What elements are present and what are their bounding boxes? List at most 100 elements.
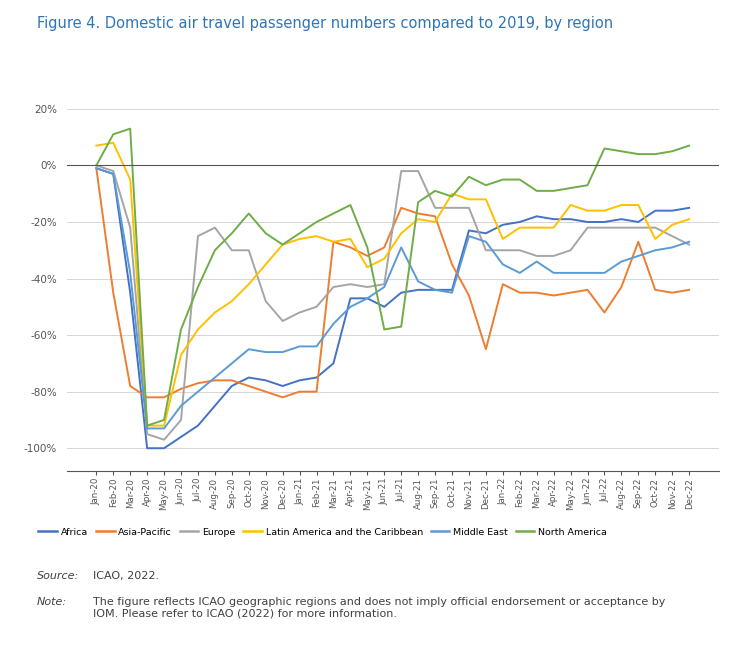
Latin America and the Caribbean	[482, 195, 491, 203]
Europe	[126, 224, 135, 232]
North America	[482, 181, 491, 189]
North America	[245, 210, 253, 217]
Middle East	[143, 424, 152, 432]
Europe	[549, 252, 558, 260]
Asia-Pacific	[312, 388, 321, 395]
North America	[109, 130, 118, 138]
North America	[617, 148, 626, 155]
Africa	[346, 295, 355, 303]
Africa	[685, 204, 694, 212]
Line: Asia-Pacific: Asia-Pacific	[96, 168, 689, 397]
Europe	[92, 161, 101, 169]
Africa	[634, 218, 642, 226]
North America	[413, 198, 422, 206]
Asia-Pacific	[346, 244, 355, 252]
North America	[143, 422, 152, 430]
Middle East	[396, 244, 405, 252]
Asia-Pacific	[262, 388, 270, 395]
Africa	[668, 207, 677, 215]
Asia-Pacific	[465, 292, 473, 299]
Africa	[515, 218, 524, 226]
Latin America and the Caribbean	[685, 215, 694, 223]
Latin America and the Caribbean	[193, 326, 202, 333]
North America	[532, 187, 541, 195]
Africa	[617, 215, 626, 223]
Europe	[312, 303, 321, 311]
Latin America and the Caribbean	[634, 201, 642, 209]
Asia-Pacific	[176, 385, 185, 393]
Latin America and the Caribbean	[448, 190, 456, 197]
North America	[227, 230, 236, 237]
Africa	[363, 295, 372, 303]
Middle East	[413, 277, 422, 285]
Latin America and the Caribbean	[227, 297, 236, 305]
Latin America and the Caribbean	[262, 261, 270, 268]
Asia-Pacific	[143, 393, 152, 401]
Latin America and the Caribbean	[176, 351, 185, 359]
Asia-Pacific	[499, 281, 508, 288]
Africa	[262, 377, 270, 384]
Latin America and the Caribbean	[499, 235, 508, 243]
Africa	[600, 218, 609, 226]
Europe	[499, 246, 508, 254]
Europe	[227, 246, 236, 254]
North America	[380, 326, 389, 333]
Europe	[532, 252, 541, 260]
Europe	[583, 224, 592, 232]
Europe	[566, 246, 575, 254]
North America	[346, 201, 355, 209]
Latin America and the Caribbean	[329, 238, 338, 246]
North America	[396, 322, 405, 330]
North America	[448, 193, 456, 201]
Latin America and the Caribbean	[651, 235, 659, 243]
Europe	[465, 204, 473, 212]
North America	[159, 416, 168, 424]
Africa	[431, 286, 439, 293]
Middle East	[312, 342, 321, 350]
North America	[92, 161, 101, 169]
Africa	[566, 215, 575, 223]
Asia-Pacific	[159, 393, 168, 401]
North America	[566, 184, 575, 192]
Middle East	[363, 295, 372, 303]
Text: Figure 4. Domestic air travel passenger numbers compared to 2019, by region: Figure 4. Domestic air travel passenger …	[37, 16, 613, 31]
Middle East	[278, 348, 287, 356]
Middle East	[515, 269, 524, 277]
Asia-Pacific	[668, 289, 677, 297]
Europe	[176, 416, 185, 424]
Europe	[685, 241, 694, 248]
Asia-Pacific	[363, 252, 372, 260]
Asia-Pacific	[549, 292, 558, 299]
North America	[685, 142, 694, 150]
Africa	[482, 230, 491, 237]
Africa	[210, 402, 219, 410]
Europe	[262, 297, 270, 305]
North America	[668, 148, 677, 155]
North America	[278, 241, 287, 248]
Africa	[396, 289, 405, 297]
Line: Latin America and the Caribbean: Latin America and the Caribbean	[96, 143, 689, 426]
Latin America and the Caribbean	[380, 255, 389, 263]
Middle East	[210, 373, 219, 381]
Middle East	[380, 283, 389, 291]
Europe	[431, 204, 439, 212]
Africa	[583, 218, 592, 226]
Middle East	[227, 359, 236, 367]
Latin America and the Caribbean	[583, 207, 592, 215]
Latin America and the Caribbean	[126, 175, 135, 183]
Line: Africa: Africa	[96, 168, 689, 448]
Middle East	[499, 261, 508, 268]
Asia-Pacific	[245, 382, 253, 390]
Asia-Pacific	[396, 204, 405, 212]
Middle East	[566, 269, 575, 277]
Middle East	[126, 269, 135, 277]
Latin America and the Caribbean	[396, 230, 405, 237]
Asia-Pacific	[617, 283, 626, 291]
North America	[465, 173, 473, 181]
Latin America and the Caribbean	[413, 215, 422, 223]
Asia-Pacific	[227, 377, 236, 384]
Europe	[396, 167, 405, 175]
Middle East	[634, 252, 642, 260]
Europe	[380, 281, 389, 288]
Latin America and the Caribbean	[109, 139, 118, 146]
